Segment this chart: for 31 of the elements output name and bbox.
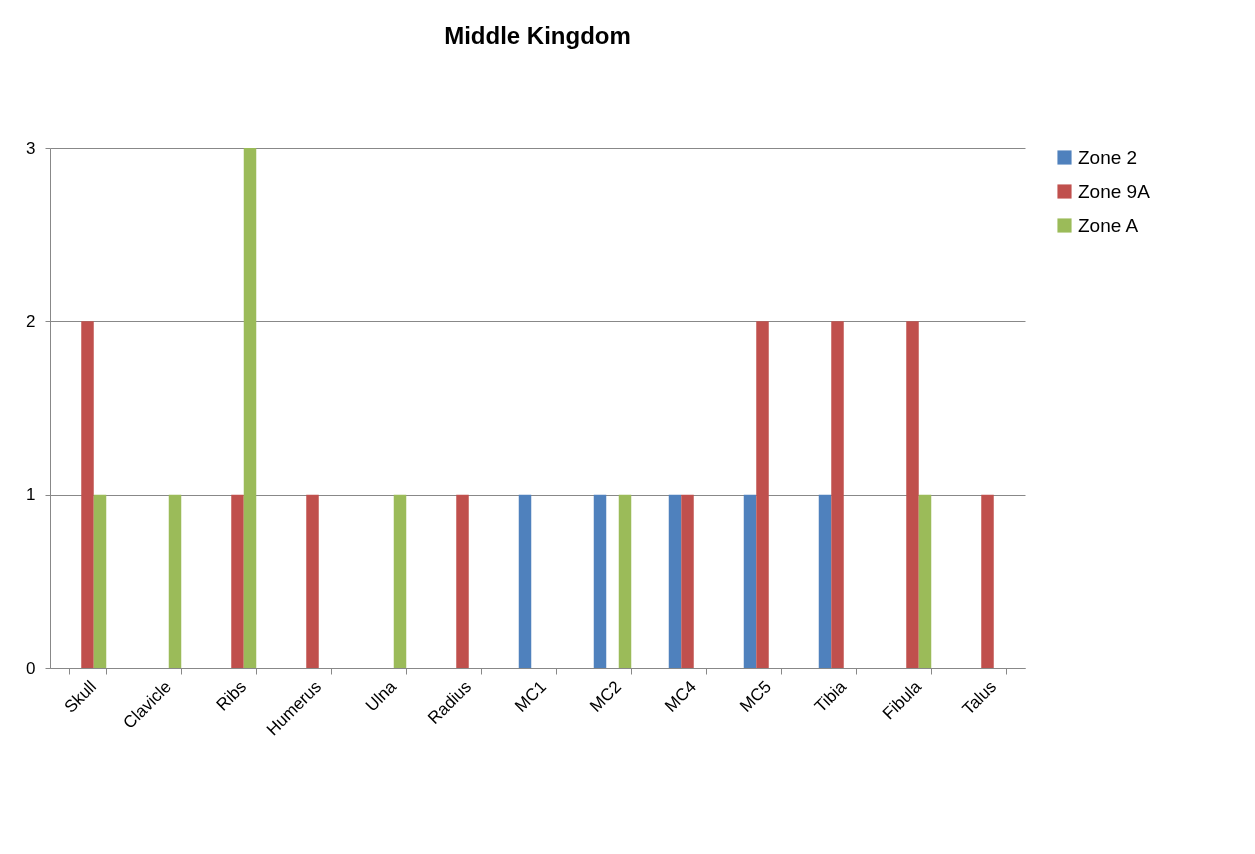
bar bbox=[393, 494, 407, 668]
bar bbox=[743, 494, 757, 668]
bar bbox=[81, 321, 94, 668]
bar bbox=[618, 494, 632, 668]
bar bbox=[168, 494, 182, 668]
bar bbox=[243, 148, 257, 668]
bar bbox=[93, 494, 107, 668]
bar bbox=[456, 494, 469, 668]
bar bbox=[518, 494, 532, 668]
x-tick-label: Ribs bbox=[212, 677, 251, 715]
bar bbox=[831, 321, 844, 668]
bar bbox=[918, 494, 932, 668]
legend-label: Zone 2 bbox=[1078, 146, 1138, 168]
bar bbox=[818, 494, 832, 668]
bar bbox=[306, 494, 319, 668]
bar bbox=[981, 494, 994, 668]
legend-label: Zone A bbox=[1078, 214, 1139, 236]
y-tick-label: 0 bbox=[26, 658, 36, 678]
legend-label: Zone 9A bbox=[1078, 180, 1151, 202]
x-tick-label: Tibia bbox=[810, 676, 851, 717]
y-tick-label: 2 bbox=[26, 311, 36, 331]
x-tick-label: Ulna bbox=[361, 676, 401, 716]
bar bbox=[668, 494, 682, 668]
bar bbox=[593, 494, 607, 668]
y-tick-label: 1 bbox=[26, 485, 36, 505]
bar bbox=[756, 321, 769, 668]
bar bbox=[231, 494, 244, 668]
y-tick-label: 3 bbox=[26, 138, 36, 158]
chart-title: Middle Kingdom bbox=[444, 22, 631, 49]
bar bbox=[906, 321, 919, 668]
bar bbox=[681, 494, 694, 668]
